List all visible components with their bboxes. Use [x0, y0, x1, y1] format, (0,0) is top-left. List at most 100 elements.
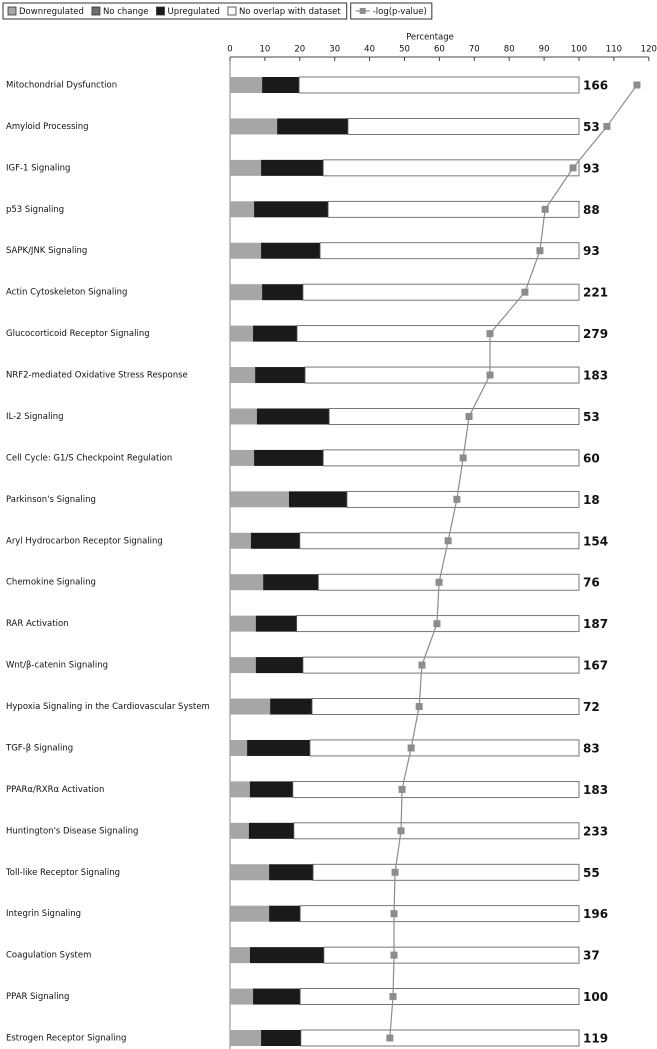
- bar-segment: [304, 366, 580, 384]
- legend-box: [350, 2, 433, 20]
- bar-segment: [302, 656, 580, 674]
- total-label: 166: [583, 79, 608, 93]
- p-value-marker: [521, 288, 529, 296]
- bar-segment: [261, 159, 324, 176]
- bar-segment: [249, 781, 293, 798]
- p-value-line: [389, 84, 638, 1039]
- bar-segment: [323, 946, 580, 964]
- bar-segment: [328, 408, 580, 425]
- total-label: 100: [583, 990, 608, 1004]
- bar-segment: [230, 491, 289, 508]
- bar-segment: [302, 283, 580, 301]
- p-value-marker: [389, 993, 397, 1001]
- x-tick-label: 50: [399, 45, 410, 55]
- total-label: 233: [583, 824, 608, 838]
- category-label: Toll-like Receptor Signaling: [5, 868, 120, 878]
- bar-segment: [255, 367, 306, 384]
- x-tick-label: 120: [641, 45, 657, 55]
- total-label: 18: [583, 493, 600, 507]
- category-label: Aryl Hydrocarbon Receptor Signaling: [6, 536, 163, 546]
- x-tick-label: 30: [329, 45, 340, 55]
- bar-segment: [249, 947, 324, 964]
- bar-segment: [230, 118, 278, 135]
- bar-segment: [230, 159, 262, 176]
- bar-segment: [309, 739, 580, 757]
- x-tick-label: 100: [571, 45, 587, 55]
- p-value-marker: [391, 868, 399, 876]
- bar-segment: [269, 905, 301, 922]
- x-tick-label: 10: [259, 45, 270, 55]
- bar-segment: [288, 491, 347, 508]
- p-value-marker: [444, 537, 452, 545]
- p-value-marker: [569, 164, 577, 172]
- category-label: Integrin Signaling: [6, 909, 81, 919]
- bar-segment: [230, 698, 271, 715]
- p-value-marker: [390, 910, 398, 918]
- legend-label: No overlap with dataset: [239, 7, 341, 17]
- bar-segment: [230, 574, 264, 591]
- p-value-marker: [390, 951, 398, 959]
- total-label: 196: [583, 907, 608, 921]
- legend-label: No change: [103, 7, 149, 17]
- category-label: Parkinson's Signaling: [6, 495, 96, 505]
- total-label: 154: [583, 534, 608, 548]
- x-tick-label: 70: [469, 45, 480, 55]
- total-label: 76: [583, 576, 600, 590]
- bar-segment: [327, 200, 580, 218]
- category-label: PPARα/RXRα Activation: [6, 785, 104, 795]
- bar-segment: [248, 822, 294, 839]
- bar-segment: [269, 864, 314, 881]
- bar-segment: [270, 698, 313, 715]
- bar-segment: [230, 242, 262, 259]
- bar-segment: [299, 905, 580, 923]
- bar-segment: [322, 159, 580, 177]
- bar-segment: [230, 864, 270, 881]
- bar-segment: [263, 574, 319, 591]
- category-label: NRF2-mediated Oxidative Stress Response: [6, 371, 188, 381]
- category-label: SAPK/JNK Signaling: [6, 246, 87, 256]
- bar-segment: [296, 325, 580, 343]
- legend-box: [2, 2, 348, 20]
- p-value-marker: [386, 1034, 394, 1042]
- bar-segment: [255, 657, 303, 674]
- category-label: PPAR Signaling: [6, 992, 69, 1002]
- legend-label: Downregulated: [19, 7, 84, 17]
- p-value-marker: [465, 412, 473, 420]
- bar-segment: [253, 325, 298, 342]
- p-value-marker: [433, 620, 441, 628]
- category-label: Glucocorticoid Receptor Signaling: [6, 329, 150, 339]
- total-label: 53: [583, 410, 600, 424]
- legend-swatch: [156, 6, 165, 16]
- p-value-marker: [418, 661, 426, 669]
- total-label: 183: [583, 369, 608, 383]
- total-label: 119: [583, 1032, 608, 1046]
- p-value-marker: [397, 827, 405, 835]
- bar-segment: [230, 615, 256, 632]
- bar-segment: [230, 284, 263, 301]
- total-label: 183: [583, 783, 608, 797]
- p-value-marker: [415, 703, 423, 711]
- bar-segment: [322, 449, 580, 467]
- category-label: TGF-β Signaling: [5, 743, 73, 753]
- bar-segment: [317, 573, 580, 591]
- bar-segment: [292, 780, 580, 798]
- total-label: 53: [583, 120, 600, 134]
- x-tick-label: 60: [434, 45, 445, 55]
- x-tick-label: 110: [606, 45, 622, 55]
- p-value-marker: [486, 371, 494, 379]
- bar-segment: [230, 532, 251, 549]
- total-label: 88: [583, 203, 600, 217]
- total-label: 60: [583, 451, 600, 465]
- category-label: Amyloid Processing: [6, 122, 89, 132]
- p-value-marker: [633, 81, 641, 89]
- bar-segment: [247, 739, 310, 756]
- bar-segment: [256, 408, 330, 425]
- category-label: Huntington's Disease Signaling: [6, 826, 138, 836]
- total-label: 221: [583, 286, 608, 300]
- bar-segment: [230, 77, 263, 93]
- total-label: 55: [583, 866, 600, 880]
- x-axis-label: Percentage: [406, 33, 454, 43]
- bar-segment: [230, 988, 254, 1005]
- total-label: 167: [583, 659, 608, 673]
